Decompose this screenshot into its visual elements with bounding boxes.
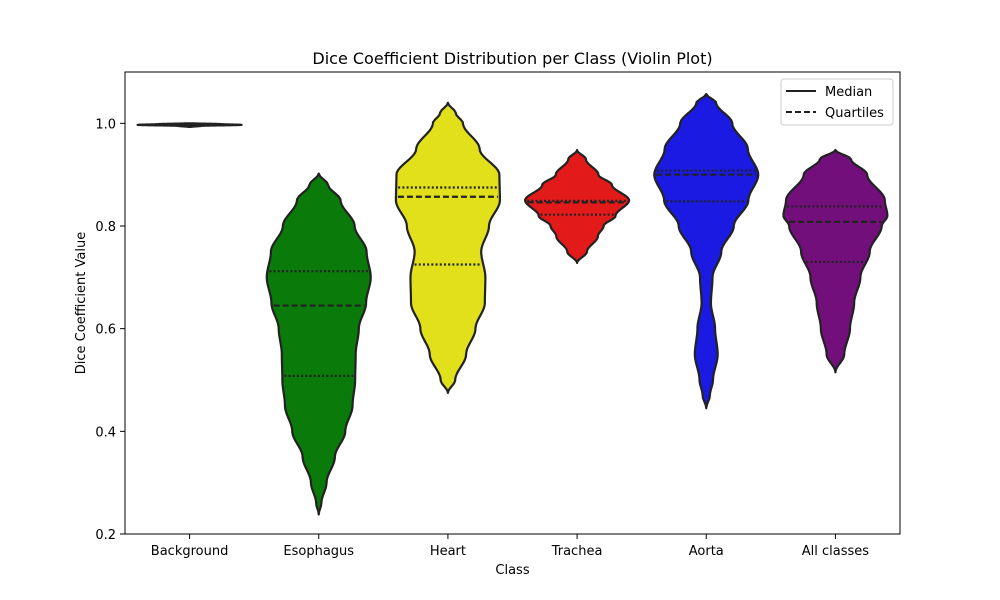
- x-tick-label: Trachea: [551, 544, 603, 559]
- violin-group: [136, 92, 889, 516]
- legend-median-label: Median: [825, 85, 872, 100]
- x-axis-ticks: Background Esophagus Heart Trachea Aorta All …: [151, 534, 869, 559]
- chart-title: Dice Coefficient Distribution per Class …: [312, 49, 712, 68]
- plot-area-frame: [124, 71, 901, 535]
- x-tick-label: Aorta: [689, 544, 724, 559]
- x-tick-label: Heart: [430, 544, 466, 559]
- y-tick-label: 0.6: [95, 323, 116, 338]
- y-tick-label: 0.4: [95, 425, 116, 440]
- y-tick-label: 1.0: [95, 117, 116, 132]
- violin-trachea: [524, 148, 631, 265]
- x-tick-label: Background: [151, 544, 229, 559]
- x-axis-label: Class: [495, 563, 529, 578]
- y-axis-ticks: 0.2 0.4 0.6 0.8 1.0: [95, 117, 125, 543]
- x-tick-label: All classes: [802, 544, 870, 559]
- legend-quartiles-label: Quartiles: [825, 106, 884, 121]
- violin-aorta: [653, 92, 760, 410]
- violin-esophagus: [265, 172, 372, 516]
- violin-heart: [394, 101, 502, 394]
- violin-all-classes: [782, 148, 889, 374]
- y-tick-label: 0.8: [95, 220, 116, 235]
- x-tick-label: Esophagus: [283, 544, 354, 559]
- legend: Median Quartiles: [780, 78, 894, 126]
- y-axis-label: Dice Coefficient Value: [74, 232, 89, 374]
- y-tick-label: 0.2: [95, 528, 116, 543]
